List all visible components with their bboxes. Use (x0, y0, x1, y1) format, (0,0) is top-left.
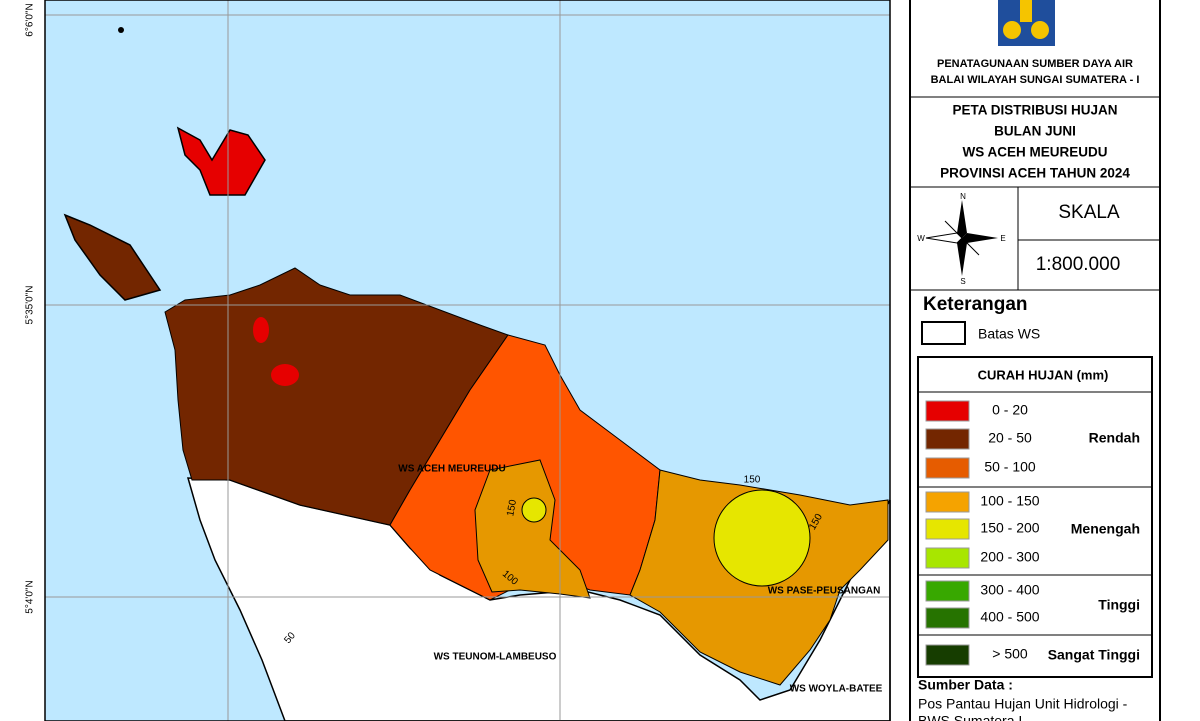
map (44, 0, 891, 721)
source-line: BWS Sumatera I (918, 713, 1022, 721)
compass-rose (925, 200, 998, 276)
region-label: WS ACEH MEUREUDU (398, 464, 505, 475)
legend-swatch (925, 457, 970, 479)
lat-label: 5°4'0"N (25, 580, 36, 613)
graticule (45, 0, 890, 721)
compass-letter: N (960, 192, 966, 201)
legend-range: 300 - 400 (980, 582, 1039, 598)
region-label: WS WOYLA-BATEE (790, 684, 883, 695)
patch-0-20 (271, 364, 299, 386)
region-label: WS PASE-PEUSANGAN (768, 586, 881, 597)
contour-label: 150 (744, 475, 761, 486)
compass-letter: E (1000, 234, 1005, 243)
legend-range: 200 - 300 (980, 549, 1039, 565)
legend-swatch (925, 644, 970, 666)
lat-label: 6°6'0"N (25, 3, 36, 36)
map-title: PROVINSI ACEH TAHUN 2024 (940, 166, 1130, 181)
legend-swatch (925, 428, 970, 450)
legend-group: Rendah (1089, 430, 1140, 446)
island-20-50 (63, 213, 162, 301)
legend-group: Sangat Tinggi (1048, 647, 1140, 663)
islet (118, 27, 124, 33)
compass-letter: W (917, 234, 925, 243)
legend-range: 0 - 20 (992, 402, 1028, 418)
island-0-20 (176, 126, 266, 196)
legend-swatch (925, 607, 970, 629)
legend-group: Tinggi (1098, 597, 1140, 613)
map-title: WS ACEH MEUREUDU (963, 145, 1108, 160)
org-name: PENATAGUNAAN SUMBER DAYA AIR (937, 58, 1133, 70)
legend-title: Keterangan (923, 294, 1028, 315)
rain-title: CURAH HUJAN (mm) (978, 367, 1109, 382)
legend-range: 150 - 200 (980, 520, 1039, 536)
legend-range: 100 - 150 (980, 493, 1039, 509)
compass-letter: S (960, 277, 965, 286)
scale-label: SKALA (1058, 202, 1120, 223)
legend-range: 50 - 100 (984, 459, 1036, 475)
region-label: WS TEUNOM-LAMBEUSO (434, 652, 557, 663)
legend-swatch (925, 491, 970, 513)
legend-swatch (925, 547, 970, 569)
region-100-150 (474, 459, 591, 599)
side-panel (909, 0, 1161, 721)
source-title: Sumber Data : (918, 677, 1013, 693)
org-name: BALAI WILAYAH SUNGAI SUMATERA - I (931, 74, 1140, 86)
region-150-200 (521, 497, 547, 523)
patch-0-20 (253, 317, 269, 343)
scale-value: 1:800.000 (1036, 254, 1121, 275)
legend-swatch (925, 518, 970, 540)
map-title: PETA DISTRIBUSI HUJAN (952, 103, 1117, 118)
legend-swatch (925, 400, 970, 422)
map-frame (44, 0, 891, 721)
legend-range: > 500 (992, 646, 1028, 662)
source-line: Pos Pantau Hujan Unit Hidrologi - (918, 696, 1128, 712)
legend-group: Menengah (1071, 521, 1140, 537)
contour-label: 150 (505, 498, 519, 517)
logo (998, 0, 1055, 46)
legend-swatch (925, 580, 970, 602)
boundary-label: Batas WS (978, 326, 1040, 342)
legend-range: 20 - 50 (988, 430, 1032, 446)
lat-label: 5°35'0"N (25, 286, 36, 325)
map-title: BULAN JUNI (994, 124, 1076, 139)
legend-range: 400 - 500 (980, 609, 1039, 625)
region-150-200 (713, 489, 811, 587)
